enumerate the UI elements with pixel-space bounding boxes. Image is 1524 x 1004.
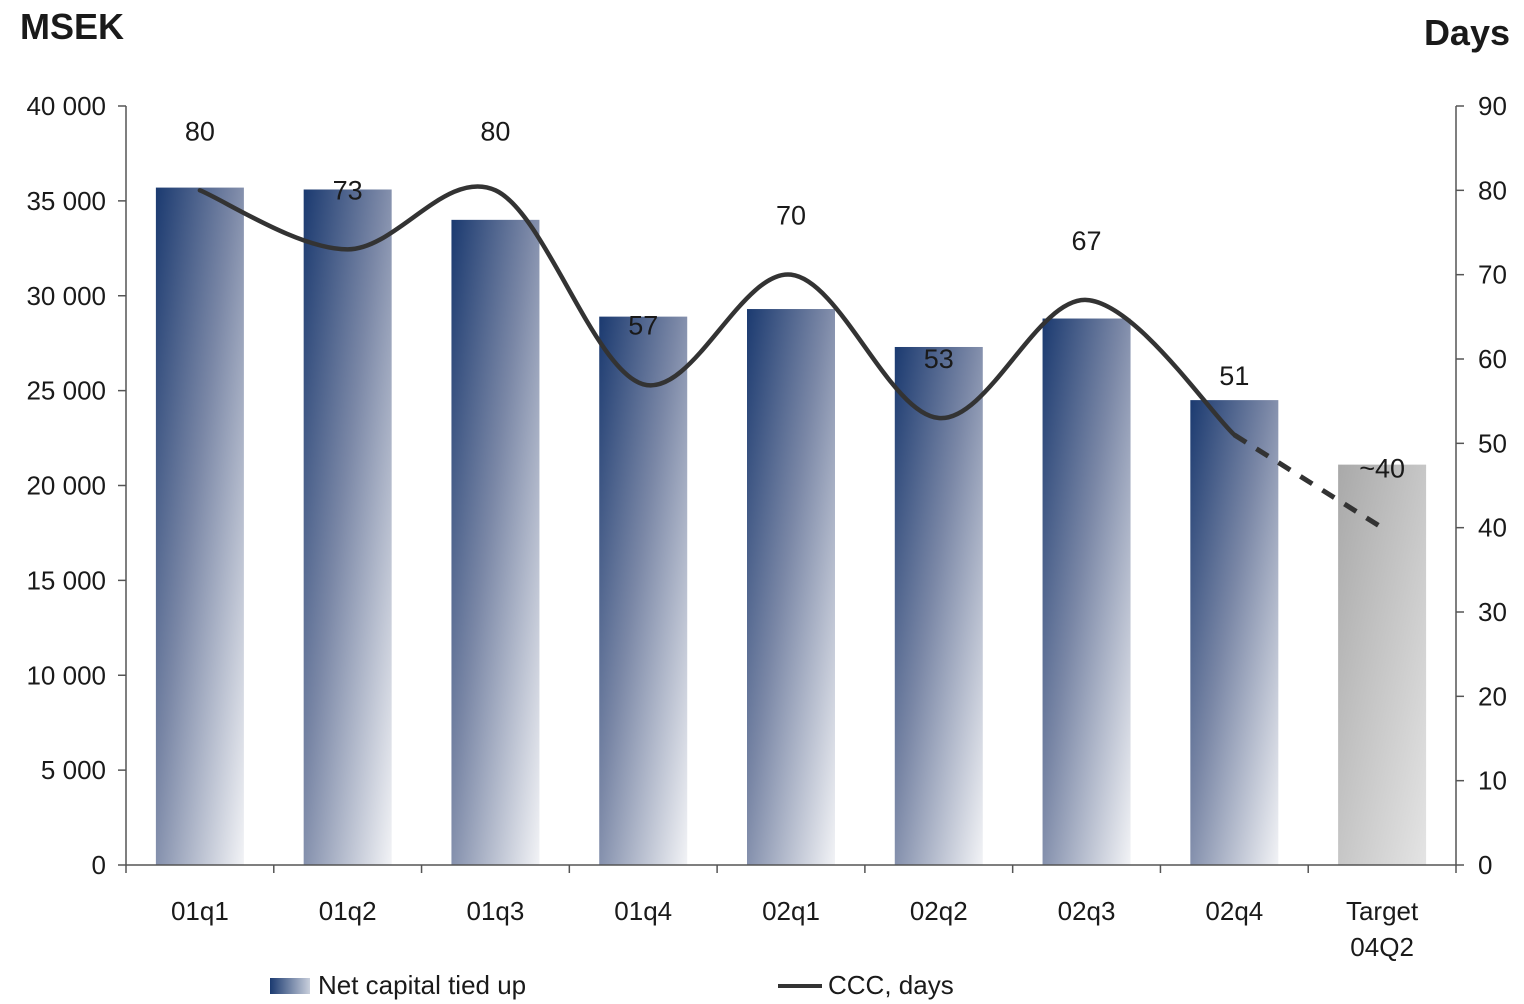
left-tick-label: 25 000 bbox=[26, 376, 106, 406]
legend-bar-swatch bbox=[270, 977, 310, 994]
target-bar bbox=[1338, 464, 1427, 865]
category-label: 01q4 bbox=[614, 896, 672, 926]
right-tick-label: 20 bbox=[1478, 681, 1507, 711]
category-label: 01q3 bbox=[467, 896, 525, 926]
right-tick-label: 70 bbox=[1478, 260, 1507, 290]
category-label: 01q2 bbox=[319, 896, 377, 926]
ccc-data-label: 57 bbox=[628, 310, 658, 340]
ccc-line bbox=[197, 184, 1237, 438]
ccc-data-label: 80 bbox=[185, 116, 215, 146]
right-tick-label: 10 bbox=[1478, 766, 1507, 796]
right-tick-label: 0 bbox=[1478, 850, 1492, 880]
right-axis-unit: Days bbox=[1423, 12, 1510, 53]
ccc-data-label: 51 bbox=[1219, 361, 1249, 391]
category-label: 02q3 bbox=[1058, 896, 1116, 926]
left-axis-unit: MSEK bbox=[20, 6, 125, 47]
left-tick-label: 35 000 bbox=[26, 186, 106, 216]
right-tick-label: 40 bbox=[1478, 513, 1507, 543]
right-tick-label: 90 bbox=[1478, 91, 1507, 121]
left-tick-label: 20 000 bbox=[26, 471, 106, 501]
right-tick-label: 30 bbox=[1478, 597, 1507, 627]
left-tick-label: 40 000 bbox=[26, 91, 106, 121]
left-tick-label: 10 000 bbox=[26, 660, 106, 690]
ccc-data-label: 70 bbox=[776, 201, 806, 231]
legend-item-line: CCC, days bbox=[778, 970, 954, 1001]
left-tick-label: 5 000 bbox=[41, 755, 106, 785]
left-tick-label: 15 000 bbox=[26, 565, 106, 595]
category-label: Target 04Q2 bbox=[1346, 896, 1419, 962]
bar bbox=[599, 316, 688, 865]
category-label: 02q4 bbox=[1205, 896, 1263, 926]
bar bbox=[155, 187, 244, 865]
category-label: 02q2 bbox=[910, 896, 968, 926]
left-tick-label: 30 000 bbox=[26, 281, 106, 311]
category-label: 01q1 bbox=[171, 896, 229, 926]
right-tick-label: 80 bbox=[1478, 175, 1507, 205]
legend-bar-label: Net capital tied up bbox=[318, 970, 527, 1000]
bar bbox=[747, 309, 835, 866]
ccc-data-label: ~40 bbox=[1359, 454, 1405, 484]
right-tick-label: 50 bbox=[1478, 428, 1507, 458]
bar bbox=[1042, 318, 1131, 865]
ccc-data-label: 80 bbox=[480, 116, 510, 146]
category-label: 02q1 bbox=[762, 896, 820, 926]
legend-line-label: CCC, days bbox=[828, 970, 954, 1000]
bar bbox=[894, 346, 983, 865]
bar bbox=[1190, 400, 1279, 865]
bar bbox=[451, 219, 540, 866]
ccc-data-label: 73 bbox=[333, 175, 363, 205]
ccc-line-projection bbox=[1233, 432, 1384, 530]
legend-line-swatch bbox=[778, 983, 822, 988]
bar bbox=[303, 189, 392, 866]
ccc-data-label: 53 bbox=[924, 344, 954, 374]
ccc-data-label: 67 bbox=[1072, 226, 1102, 256]
right-tick-label: 60 bbox=[1478, 344, 1507, 374]
left-tick-label: 0 bbox=[92, 850, 106, 880]
legend-item-bar: Net capital tied up bbox=[270, 970, 526, 1001]
